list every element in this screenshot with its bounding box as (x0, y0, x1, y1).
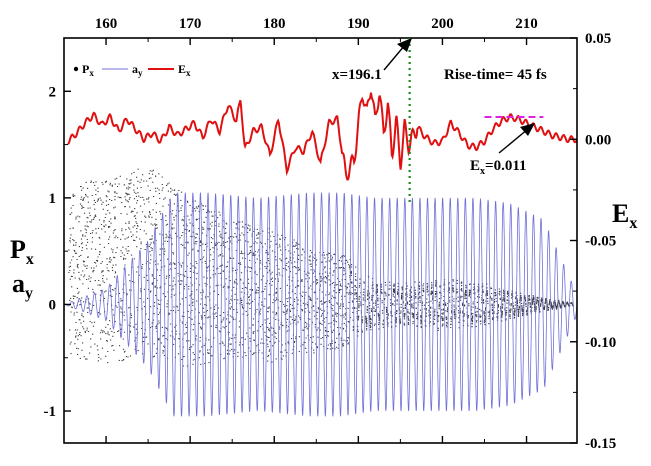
ay-line (64, 192, 577, 417)
vertical-marker-arrowhead (397, 38, 412, 52)
left-tick-label: -1 (44, 404, 57, 420)
right-tick-label: -0.05 (585, 234, 616, 250)
legend-label-px: Px (82, 62, 94, 78)
x-tick-label: 200 (431, 16, 454, 32)
left-axis-ticks: -1 0 1 2 (44, 84, 71, 420)
left-tick-label: 1 (49, 191, 57, 207)
left-axis-title-px: Px (10, 235, 34, 268)
right-axis-title-ex: Ex (612, 199, 637, 232)
right-tick-label: 0.00 (585, 132, 611, 148)
legend-label-ex: Ex (178, 62, 191, 78)
left-tick-label: 2 (49, 84, 57, 100)
plot-area (64, 92, 577, 417)
x-tick-label: 210 (515, 16, 538, 32)
legend-marker-px (73, 66, 79, 72)
ex-series (67, 92, 577, 181)
legend-label-ay: ay (132, 62, 143, 78)
legend: Px ay Ex (73, 62, 191, 78)
right-tick-label: 0.05 (585, 31, 611, 47)
right-tick-label: -0.10 (585, 335, 616, 351)
x-axis-ticks: 160 170 180 190 200 210 (95, 16, 538, 443)
ay-series (64, 192, 577, 417)
left-axis-title-ay: ay (12, 269, 33, 302)
rise-time-label: Rise-time= 45 fs (444, 67, 547, 83)
x-tick-label: 170 (179, 16, 202, 32)
right-axis-ticks: -0.15 -0.10 -0.05 0.00 0.05 (570, 31, 616, 452)
x-tick-label: 160 (95, 16, 118, 32)
vertical-marker-label: x=196.1 (332, 67, 382, 83)
x-tick-label: 190 (347, 16, 370, 32)
vertical-marker-arrow (383, 44, 406, 71)
ex-level-arrowhead (520, 123, 535, 136)
left-tick-label: 0 (49, 297, 57, 313)
ex-level-label: Ex=0.011 (470, 158, 527, 177)
ex-line (67, 92, 577, 181)
x-tick-label: 180 (263, 16, 286, 32)
ex-level-arrow (498, 128, 529, 154)
right-tick-label: -0.15 (585, 436, 616, 452)
